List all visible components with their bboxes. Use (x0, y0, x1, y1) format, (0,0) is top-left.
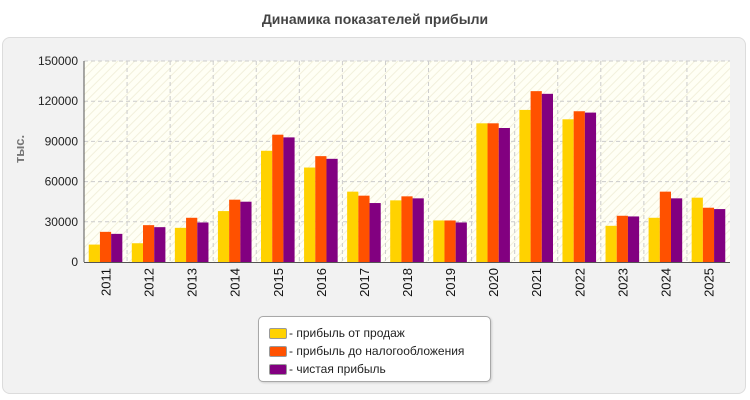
bars (88, 91, 726, 263)
y-tick-label: 0 (71, 255, 78, 269)
bar (143, 225, 155, 262)
bar (444, 220, 456, 262)
x-tick-label: 2013 (185, 268, 200, 297)
bar (616, 215, 628, 262)
x-tick-label: 2021 (529, 268, 544, 297)
bar (627, 216, 640, 262)
x-tick-label: 2014 (228, 268, 243, 297)
bar (358, 195, 370, 262)
y-tick-label: 60000 (45, 175, 79, 189)
bar (498, 128, 510, 262)
bar (326, 158, 338, 262)
bar (369, 203, 381, 262)
bar (154, 227, 166, 262)
bar (691, 197, 703, 262)
x-tick-label: 2016 (314, 268, 329, 297)
bar (714, 209, 726, 262)
x-tick-label: 2024 (658, 268, 673, 297)
bar (99, 231, 112, 262)
bar (671, 198, 683, 262)
x-tick-label: 2019 (443, 268, 458, 297)
bar (283, 137, 295, 262)
bar (530, 91, 542, 263)
bar (88, 244, 100, 262)
legend-swatch (269, 327, 287, 339)
x-tick-label: 2017 (357, 268, 372, 297)
axes: 0 30000 60000 90000 120000 150000 2011 2012 2013… (38, 54, 730, 297)
legend-item-sales-profit: - прибыль от продаж (259, 324, 490, 342)
legend-label: - прибыль до налогообложения (289, 344, 465, 358)
bar (217, 211, 230, 262)
y-tick-label: 150000 (38, 54, 78, 68)
bar (272, 134, 284, 262)
bar (197, 222, 209, 262)
x-tick-label: 2015 (271, 268, 286, 297)
legend: - прибыль от продаж - прибыль до налогоо… (258, 316, 491, 382)
y-axis-label: тыс. (12, 135, 27, 163)
y-tick-label: 30000 (45, 215, 79, 229)
bar (229, 199, 241, 262)
bar (315, 156, 327, 262)
bar (401, 196, 413, 262)
bar (186, 217, 198, 262)
bar (584, 112, 597, 262)
gridlines (84, 60, 730, 262)
bar (659, 191, 671, 262)
y-tick-label: 90000 (45, 134, 79, 148)
legend-item-pretax-profit: - прибыль до налогообложения (259, 342, 490, 360)
bar (541, 93, 553, 262)
bar (261, 150, 273, 262)
bar (476, 123, 488, 262)
bar (111, 233, 123, 262)
legend-item-net-profit: - чистая прибыль (259, 360, 490, 378)
chart-title: Динамика показателей прибыли (261, 11, 489, 27)
x-tick-label: 2023 (615, 268, 630, 297)
bar (487, 123, 499, 262)
bar (562, 119, 574, 262)
bar (412, 198, 424, 262)
bar (174, 227, 187, 262)
legend-label: - чистая прибыль (289, 362, 386, 376)
bar (455, 222, 467, 262)
bar (304, 167, 316, 262)
bar (390, 200, 402, 262)
x-tick-label: 2018 (400, 268, 415, 297)
legend-label: - прибыль от продаж (289, 326, 405, 340)
bar (519, 109, 531, 262)
x-tick-label: 2020 (486, 268, 501, 297)
bar (433, 220, 445, 262)
bar (702, 207, 715, 262)
bar (347, 191, 359, 262)
bar (131, 243, 143, 262)
bar (605, 225, 617, 262)
bar (648, 217, 660, 262)
x-tick-label: 2025 (701, 268, 716, 297)
x-tick-label: 2022 (572, 268, 587, 297)
bar (240, 201, 252, 262)
x-tick-label: 2012 (142, 268, 157, 297)
x-tick-label: 2011 (99, 268, 114, 296)
y-tick-label: 120000 (38, 94, 78, 108)
legend-swatch (269, 363, 287, 375)
bar (573, 111, 585, 262)
legend-swatch (269, 345, 287, 357)
